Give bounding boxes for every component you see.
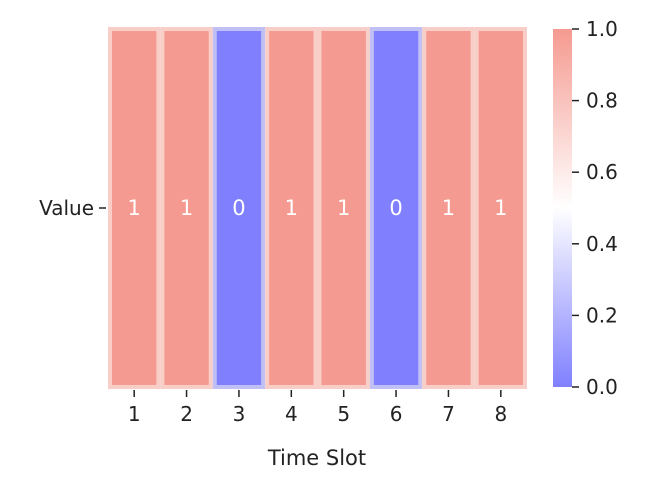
heatmap-cell-6: [369, 27, 423, 389]
x-tick-label: 7: [442, 402, 455, 426]
x-axis-ticks: 1 2 3 4 5 6 7 8: [128, 390, 507, 426]
colorbar-tick-label: 0.2: [586, 303, 618, 327]
colorbar-tick-label: 0.6: [586, 160, 618, 184]
cell-value-label: 1: [128, 196, 141, 220]
x-tick-label: 3: [233, 402, 246, 426]
heatmap-cell-3: [212, 27, 266, 389]
cell-value-label: 1: [337, 196, 350, 220]
colorbar: [553, 29, 572, 387]
heatmap-cell-8: [474, 27, 527, 389]
heatmap-cell-labels: 1 1 0 1 1 0 1 1: [128, 196, 508, 220]
cell-value-label: 1: [180, 196, 193, 220]
cell-value-label: 1: [494, 196, 507, 220]
heatmap-cell-7: [422, 27, 475, 389]
heatmap-cell-1: [108, 27, 161, 389]
cell-value-label: 1: [285, 196, 298, 220]
heatmap-cell-4: [265, 27, 318, 389]
cell-value-label: 0: [232, 196, 245, 220]
x-tick-label: 1: [128, 402, 141, 426]
heatmap-cell-5: [317, 27, 370, 389]
colorbar-tick-label: 1.0: [586, 17, 618, 41]
colorbar-ticks: 0.0 0.2 0.4 0.6 0.8 1.0: [572, 17, 618, 399]
x-tick-label: 5: [337, 402, 350, 426]
x-tick-label: 4: [285, 402, 298, 426]
heatmap-cell-2: [160, 27, 213, 389]
cell-value-label: 0: [389, 196, 402, 220]
x-axis-label: Time Slot: [267, 446, 366, 470]
x-tick-label: 2: [180, 402, 193, 426]
x-tick-label: 6: [390, 402, 403, 426]
y-tick-label: Value: [39, 196, 94, 220]
colorbar-tick-label: 0.8: [586, 89, 618, 113]
colorbar-tick-label: 0.4: [586, 232, 618, 256]
heatmap-cells: [108, 27, 527, 389]
x-tick-label: 8: [494, 402, 507, 426]
y-axis-ticks: Value: [39, 196, 106, 220]
colorbar-tick-label: 0.0: [586, 375, 618, 399]
cell-value-label: 1: [442, 196, 455, 220]
